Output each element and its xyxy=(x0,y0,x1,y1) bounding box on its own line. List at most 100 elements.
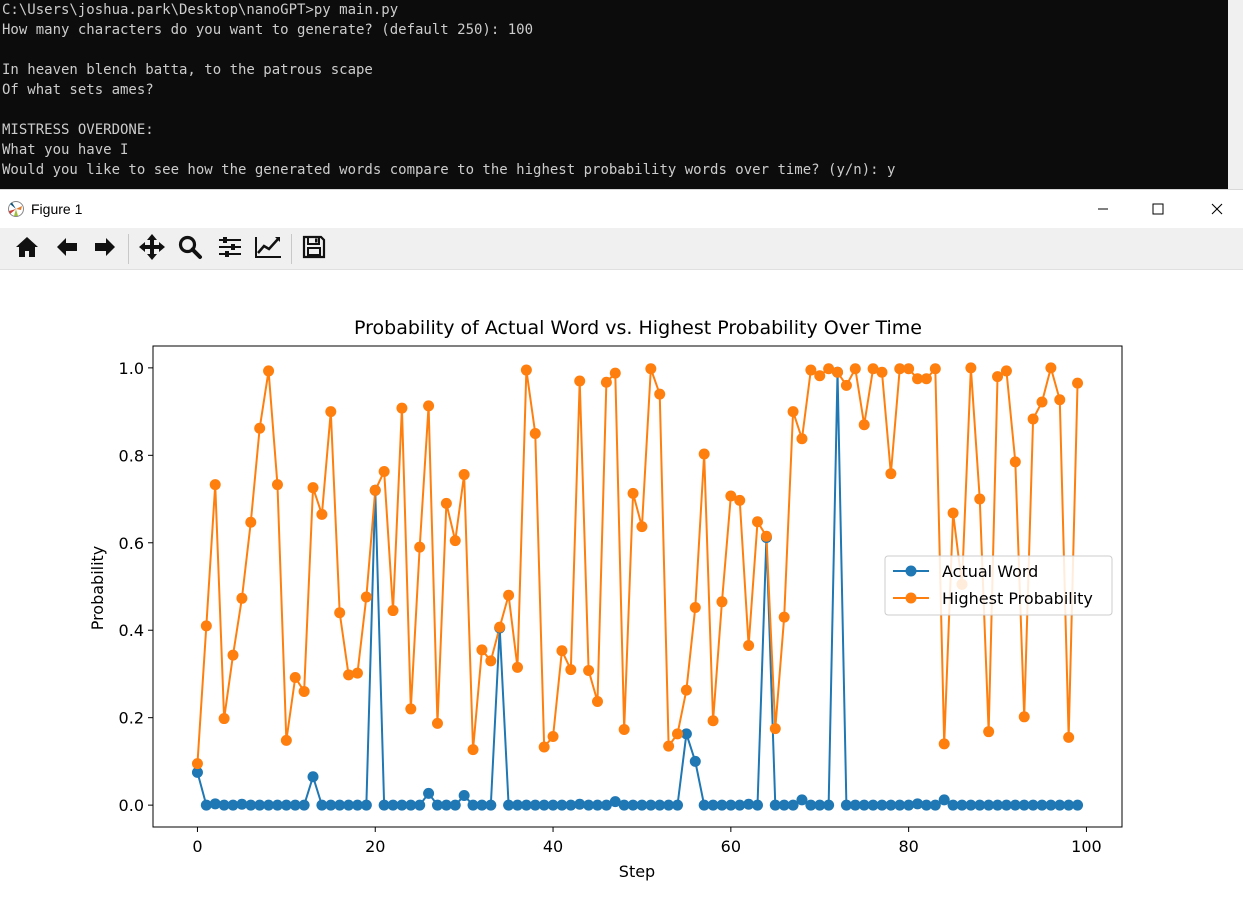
toolbar-divider xyxy=(291,234,292,264)
data-point xyxy=(476,644,488,656)
data-point xyxy=(591,799,603,811)
save-button[interactable] xyxy=(299,234,329,264)
y-tick-label: 0.4 xyxy=(119,621,144,640)
legend-box xyxy=(884,555,1113,616)
data-point xyxy=(823,363,835,375)
data-point xyxy=(458,790,470,802)
data-point xyxy=(1018,711,1030,723)
data-point xyxy=(725,490,737,502)
data-point xyxy=(280,799,292,811)
data-point xyxy=(672,799,684,811)
forward-button[interactable] xyxy=(90,234,120,264)
data-point xyxy=(245,799,257,811)
data-point xyxy=(1054,394,1066,406)
pan-button[interactable] xyxy=(137,234,167,264)
figure-canvas[interactable]: Probability of Actual Word vs. Highest P… xyxy=(0,270,1243,893)
data-point xyxy=(663,799,675,811)
minimize-button[interactable] xyxy=(1080,190,1126,228)
data-point xyxy=(965,799,977,811)
y-tick-label: 0.8 xyxy=(119,446,144,465)
data-point xyxy=(511,661,523,673)
toolbar-divider xyxy=(128,234,129,264)
data-point xyxy=(636,799,648,811)
close-button[interactable] xyxy=(1194,190,1240,228)
terminal-line: What you have I xyxy=(2,142,129,158)
y-tick-label: 0.2 xyxy=(119,709,144,728)
data-point xyxy=(298,799,310,811)
back-button[interactable] xyxy=(52,234,82,264)
data-point xyxy=(423,787,435,799)
data-point xyxy=(609,796,621,808)
data-point xyxy=(716,596,728,608)
data-point xyxy=(752,516,764,528)
data-point xyxy=(485,799,497,811)
data-point xyxy=(805,799,817,811)
data-point xyxy=(903,799,915,811)
data-point xyxy=(556,799,568,811)
zoom-button[interactable] xyxy=(175,234,205,264)
data-point xyxy=(583,799,595,811)
data-point xyxy=(956,799,968,811)
data-point xyxy=(378,465,390,477)
data-point xyxy=(823,799,835,811)
data-point xyxy=(360,591,372,603)
data-point xyxy=(903,363,915,375)
edit-axes-button[interactable] xyxy=(253,234,283,264)
data-point xyxy=(840,799,852,811)
x-tick-label: 100 xyxy=(1071,837,1102,856)
data-point xyxy=(271,479,283,491)
legend-label: Actual Word xyxy=(942,562,1038,581)
data-point xyxy=(538,799,550,811)
terminal-scrollbar[interactable] xyxy=(1228,0,1243,189)
data-point xyxy=(974,493,986,505)
data-point xyxy=(1027,799,1039,811)
data-point xyxy=(849,799,861,811)
data-point xyxy=(814,799,826,811)
data-point xyxy=(263,365,275,377)
data-point xyxy=(565,664,577,676)
back-arrow-icon xyxy=(54,234,80,264)
data-point xyxy=(929,363,941,375)
data-point xyxy=(929,799,941,811)
data-point xyxy=(574,375,586,387)
legend-marker xyxy=(905,592,917,604)
terminal-line: Would you like to see how the generated … xyxy=(2,162,896,178)
data-point xyxy=(814,370,826,382)
y-axis: 0.0 0.2 0.4 0.6 0.8 1.0 xyxy=(119,359,153,815)
data-point xyxy=(725,799,737,811)
data-point xyxy=(983,799,995,811)
data-point xyxy=(431,717,443,729)
data-point xyxy=(663,740,675,752)
data-point xyxy=(343,799,355,811)
data-point xyxy=(992,371,1004,383)
maximize-icon xyxy=(1152,200,1164,219)
data-point xyxy=(672,728,684,740)
home-button[interactable] xyxy=(12,234,42,264)
data-point xyxy=(876,799,888,811)
data-point xyxy=(716,799,728,811)
data-point xyxy=(431,799,443,811)
y-tick-label: 1.0 xyxy=(119,359,144,378)
data-point xyxy=(271,799,283,811)
configure-subplots-button[interactable] xyxy=(215,234,245,264)
data-point xyxy=(547,799,559,811)
data-point xyxy=(343,669,355,681)
data-point xyxy=(912,373,924,385)
data-point xyxy=(316,508,328,520)
data-point xyxy=(947,799,959,811)
data-point xyxy=(423,400,435,412)
data-point xyxy=(689,601,701,613)
data-point xyxy=(254,422,266,434)
data-point xyxy=(1009,799,1021,811)
data-point xyxy=(743,640,755,652)
data-point xyxy=(654,388,666,400)
data-point xyxy=(583,664,595,676)
data-point xyxy=(769,723,781,735)
data-point xyxy=(405,703,417,715)
maximize-button[interactable] xyxy=(1135,190,1181,228)
data-point xyxy=(289,799,301,811)
y-axis-label: Probability xyxy=(88,546,107,631)
data-point xyxy=(387,799,399,811)
data-point xyxy=(360,799,372,811)
pan-icon xyxy=(138,233,166,265)
